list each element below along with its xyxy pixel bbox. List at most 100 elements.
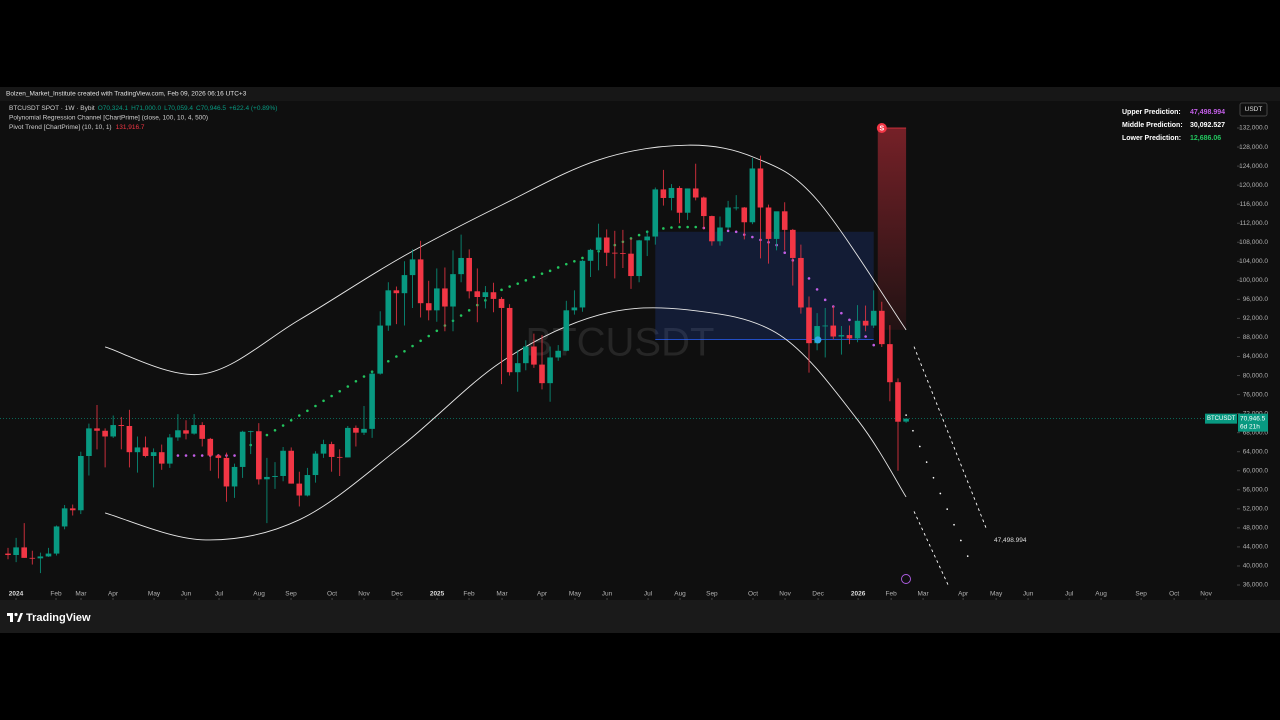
y-tick-label: 120,000.0 <box>1239 182 1268 189</box>
candle-body <box>466 257 472 292</box>
candle-body <box>37 556 44 559</box>
signal-marker <box>876 123 887 134</box>
pivot-dot <box>807 277 811 280</box>
ohlc-value: +622.4 (+0.89%) <box>229 105 277 112</box>
x-tick-label: Jul <box>1065 591 1074 598</box>
candle-body <box>239 431 246 467</box>
channel-line <box>104 307 907 541</box>
pivot-dot <box>548 269 552 273</box>
candle-body <box>547 357 553 384</box>
candle-body <box>490 292 497 299</box>
ohlc-value: C70,946.5 <box>196 105 226 112</box>
candle-body <box>628 253 634 277</box>
pivot-dot <box>678 225 681 229</box>
candle-body <box>652 189 659 237</box>
pivot-dot <box>823 298 827 302</box>
pivot-dot <box>281 424 285 427</box>
candle-body <box>830 325 837 337</box>
plot <box>0 127 1237 586</box>
candle-body <box>555 350 561 358</box>
x-tick-label: May <box>990 591 1003 598</box>
pivot-dot <box>694 225 698 229</box>
candle-body <box>539 364 545 384</box>
candle-body <box>676 187 683 213</box>
y-tick-label: 116,000.0 <box>1240 201 1269 208</box>
logo-part <box>17 613 23 622</box>
pivot-dot <box>297 414 301 417</box>
pivot-dot <box>872 343 876 347</box>
x-tick-label: 2024 <box>9 591 24 598</box>
candle-body <box>887 344 893 383</box>
signal-label: S <box>879 125 884 132</box>
pivot-dot <box>500 288 503 292</box>
candle-body <box>862 320 869 326</box>
y-tick-label: 100,000.0 <box>1239 277 1268 284</box>
pivot-dot <box>532 275 536 279</box>
pivot-dot <box>637 233 641 237</box>
x-tick-label: Sep <box>285 591 297 598</box>
pivot-dot <box>581 256 584 260</box>
x-tick-label: Apr <box>108 591 119 598</box>
currency[interactable]: USDT <box>1245 106 1263 113</box>
pivot-marker <box>814 336 822 344</box>
x-tick-label: Aug <box>674 591 686 598</box>
candle-body <box>199 425 205 439</box>
candle-body <box>773 211 780 239</box>
y-tick-label: 68,000.0 <box>1243 429 1269 436</box>
pivot-dot <box>176 454 180 457</box>
event-icon <box>901 574 911 584</box>
candle-body <box>442 288 448 307</box>
candle-body <box>247 431 254 433</box>
zone <box>655 231 874 340</box>
y-tick-label: 108,000.0 <box>1239 239 1268 246</box>
candle-body <box>328 444 335 457</box>
candle-body <box>781 211 788 230</box>
pivot-dot <box>467 309 471 312</box>
pivot-dot <box>864 335 867 338</box>
candle-body <box>158 452 165 464</box>
candle-body <box>385 290 392 326</box>
y-tick-label: 76,000.0 <box>1243 391 1269 398</box>
pivot-dot <box>662 227 665 230</box>
y-tick-label: 36,000.0 <box>1243 582 1269 589</box>
candle-body <box>191 425 197 434</box>
pivot-dot <box>265 433 269 437</box>
x-tick-label: Dec <box>812 591 824 598</box>
candle-body <box>790 229 796 258</box>
currency-button[interactable] <box>1239 102 1268 117</box>
candle-body <box>450 274 456 307</box>
pivot-dot <box>289 418 293 422</box>
pivot-dot <box>314 404 317 408</box>
panel-label: Lower Prediction: <box>1122 135 1181 142</box>
candle-body <box>612 252 618 254</box>
y-tick-label: 88,000.0 <box>1243 334 1269 341</box>
top-band <box>0 0 1280 87</box>
x-tick-label: Nov <box>358 591 370 598</box>
candle-body <box>29 557 36 559</box>
candle-body <box>256 431 262 480</box>
y-tick-label: 64,000.0 <box>1243 448 1269 455</box>
candle-body <box>296 483 303 496</box>
x-tick-label: Oct <box>748 591 758 598</box>
pivot-dot <box>273 428 277 432</box>
candle-body <box>620 253 626 254</box>
candle-body <box>531 346 537 365</box>
y-tick-label: 52,000.0 <box>1243 506 1269 513</box>
y-tick-label: 48,000.0 <box>1243 525 1269 532</box>
candle-body <box>272 475 278 477</box>
candle-body <box>142 447 149 456</box>
candle-body <box>304 475 311 496</box>
x-tick-label: Jun <box>602 591 613 598</box>
candle-body <box>353 427 359 433</box>
candle-body <box>13 547 19 556</box>
candle-body <box>231 466 238 487</box>
pivot-dot <box>556 266 560 269</box>
candle-body <box>183 430 189 434</box>
candle-body <box>636 240 642 277</box>
price-label-box <box>1205 413 1237 424</box>
plot-background <box>0 101 1280 600</box>
credit-bar <box>0 87 1280 101</box>
candle-body <box>409 259 416 276</box>
pivot-dot <box>783 251 787 255</box>
